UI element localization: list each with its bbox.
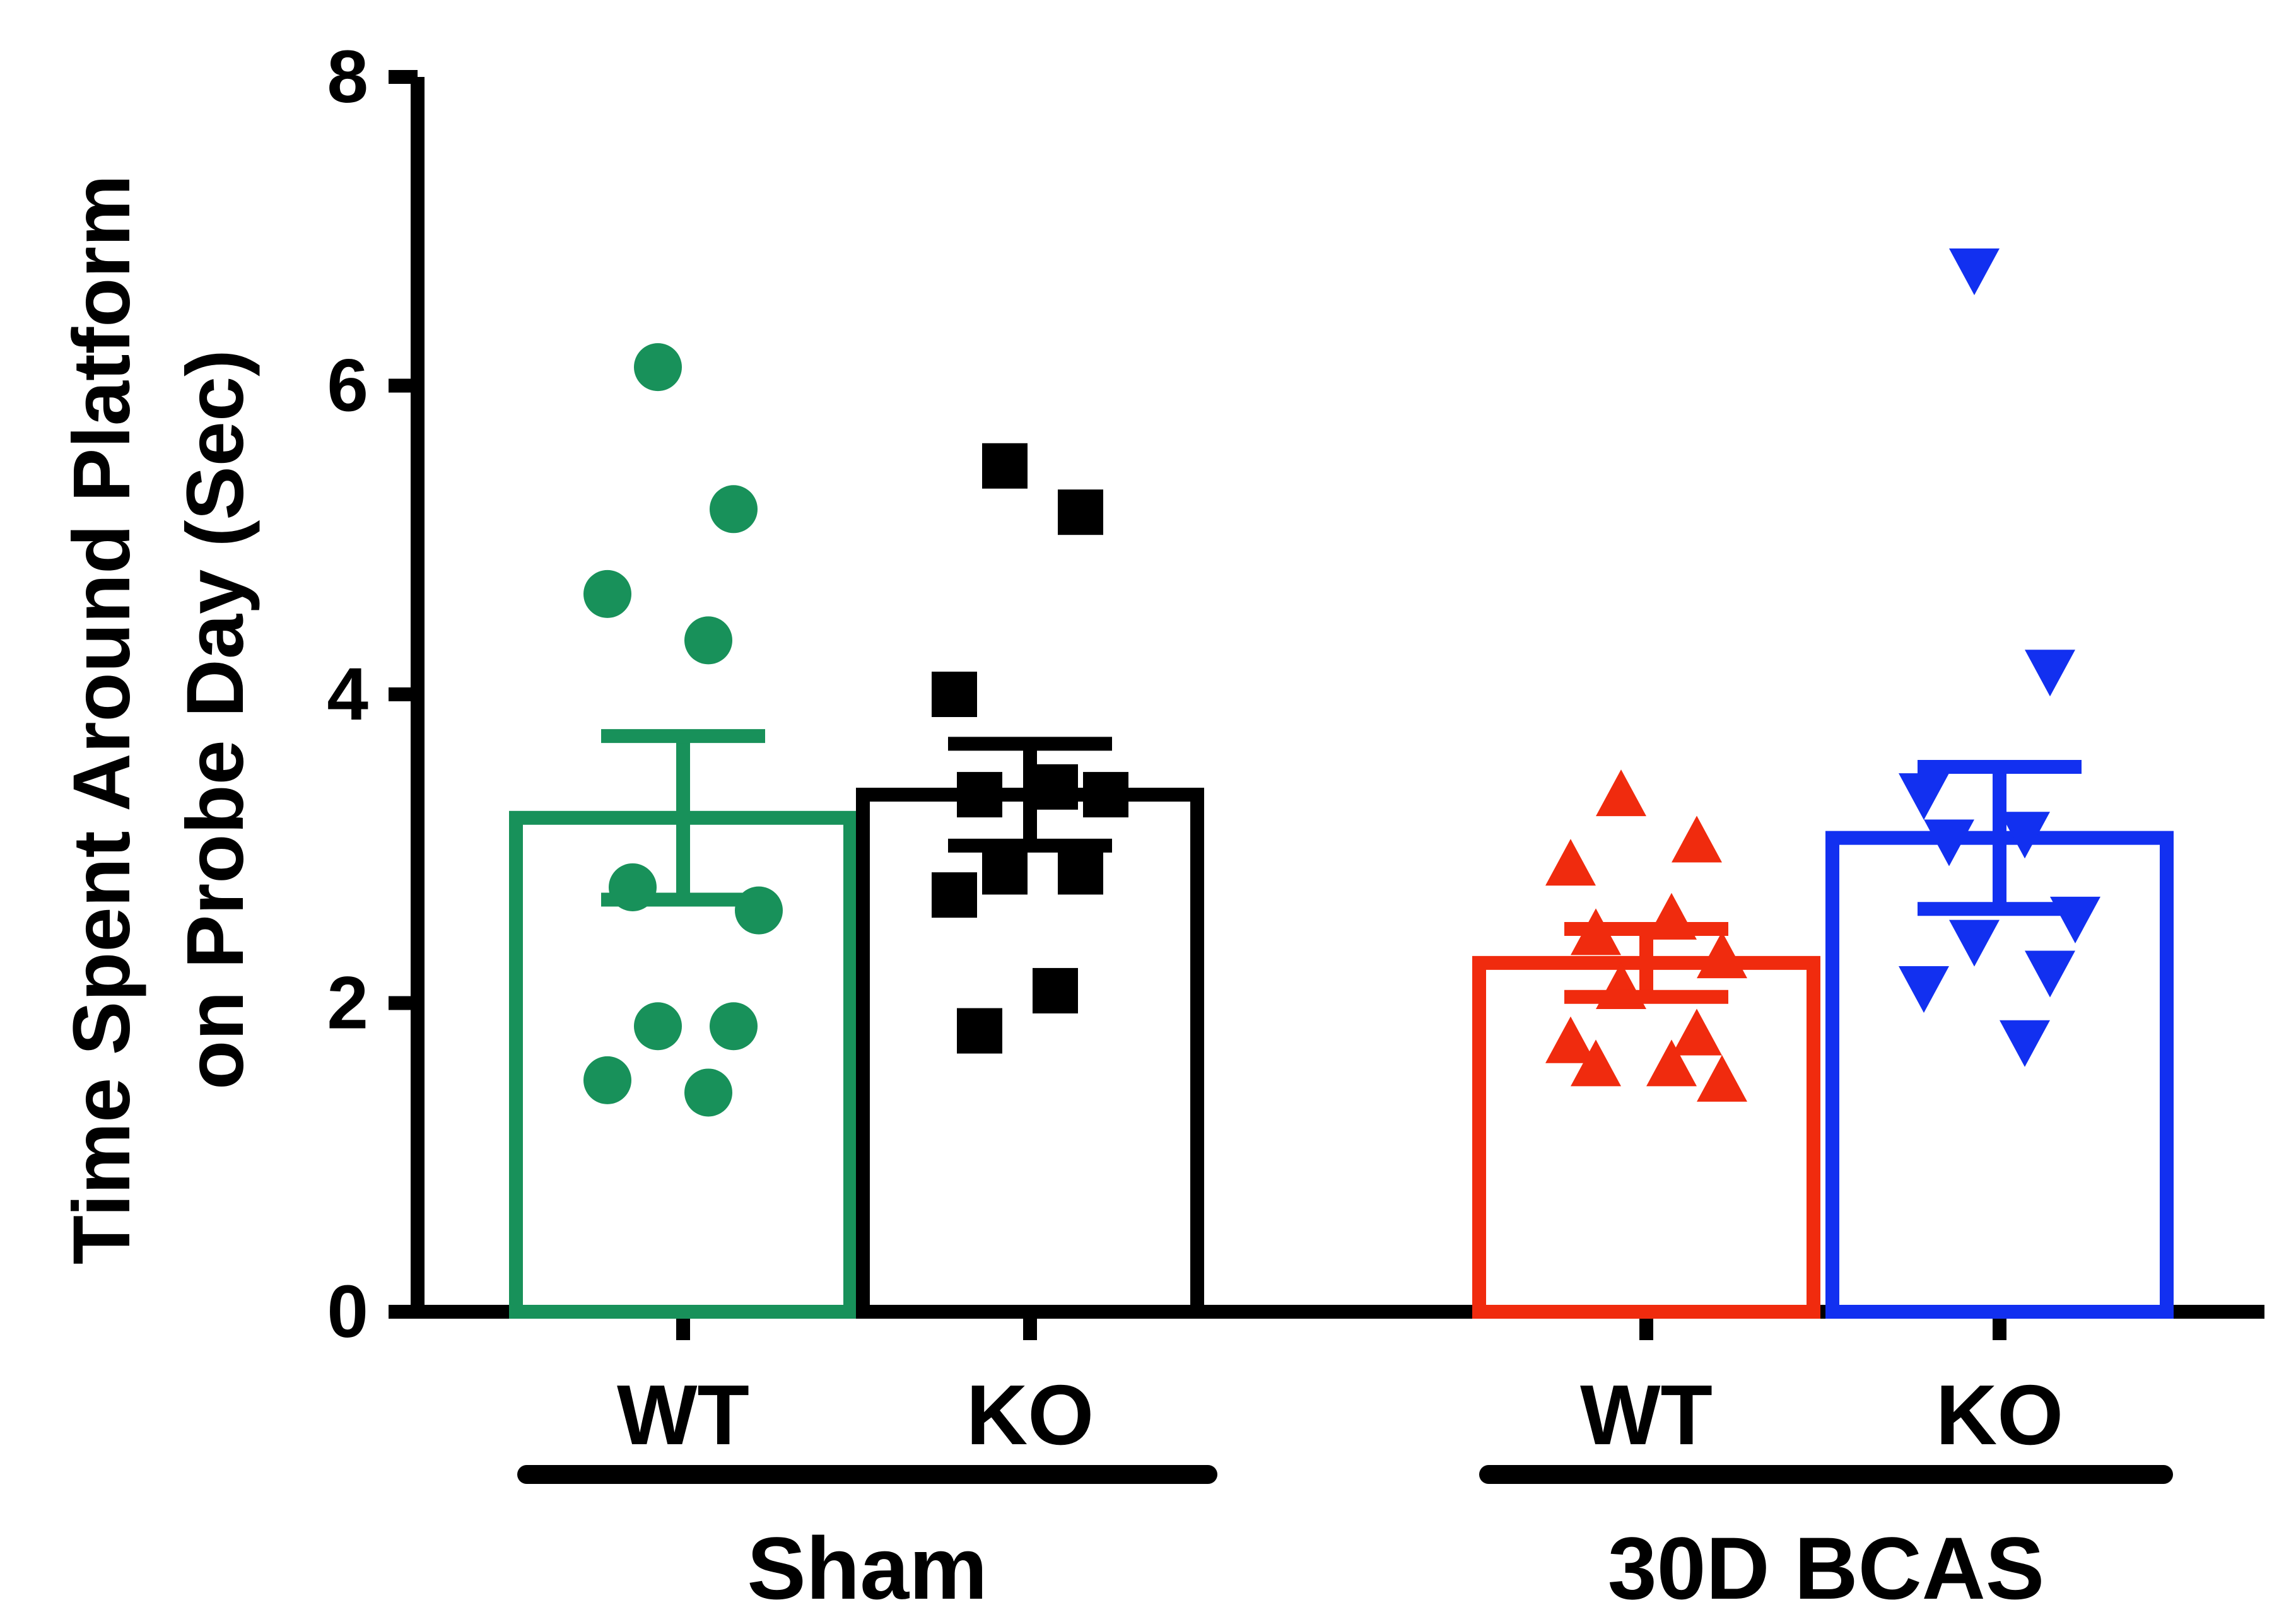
x-tick-label-sham-wt: WT: [617, 1367, 749, 1462]
point-sham-ko-9: [932, 872, 977, 918]
point-30d-bcas-ko-1: [1949, 248, 2000, 295]
point-sham-ko-2: [1058, 489, 1103, 535]
point-sham-ko-1: [982, 443, 1028, 489]
y-axis-label-line2: on Probe Day (Sec): [170, 349, 261, 1090]
point-sham-wt-3: [583, 569, 631, 618]
point-sham-wt-4: [684, 616, 732, 665]
point-30d-bcas-ko-3: [1899, 773, 1949, 820]
point-30d-bcas-ko-4: [2000, 812, 2050, 859]
group-label-2: 30D BCAS: [1608, 1519, 2044, 1614]
group-label-1: Sham: [747, 1519, 987, 1614]
x-tick-label-sham-ko: KO: [966, 1367, 1094, 1462]
point-30d-bcas-ko-2: [2025, 650, 2075, 697]
bar-sham-ko: [856, 788, 1204, 1319]
point-30d-bcas-wt-9: [1545, 1016, 1596, 1063]
point-sham-ko-11: [957, 1008, 1002, 1054]
point-30d-bcas-wt-11: [1571, 1039, 1621, 1087]
point-30d-bcas-wt-1: [1596, 769, 1646, 817]
point-30d-bcas-ko-9: [1899, 966, 1949, 1013]
point-sham-wt-1: [634, 343, 682, 392]
data-points: [583, 248, 2100, 1117]
y-tick-label-4: 4: [327, 653, 368, 736]
point-30d-bcas-ko-10: [2000, 1020, 2050, 1067]
point-sham-ko-6: [1083, 772, 1128, 818]
x-tick-label-30d-bcas-ko: KO: [1936, 1367, 2064, 1462]
point-sham-ko-4: [1033, 764, 1078, 810]
point-30d-bcas-wt-6: [1697, 931, 1747, 979]
y-tick-label-2: 2: [327, 962, 368, 1045]
point-sham-ko-8: [1058, 849, 1103, 895]
y-tick-label-6: 6: [327, 344, 368, 428]
point-sham-ko-3: [932, 672, 977, 717]
point-sham-wt-7: [634, 1002, 682, 1051]
point-30d-bcas-wt-12: [1697, 1054, 1747, 1102]
point-sham-wt-10: [684, 1068, 732, 1117]
point-30d-bcas-wt-3: [1545, 839, 1596, 886]
point-30d-bcas-ko-7: [1949, 919, 2000, 967]
y-tick-label-0: 0: [327, 1270, 368, 1353]
bar-30d-bcas-wt: [1472, 955, 1820, 1319]
point-30d-bcas-ko-5: [1924, 819, 1974, 867]
point-30d-bcas-ko-8: [2025, 950, 2075, 998]
point-sham-wt-9: [583, 1056, 631, 1104]
point-30d-bcas-wt-10: [1646, 1039, 1697, 1087]
bars: [509, 788, 2174, 1319]
point-30d-bcas-wt-2: [1672, 815, 1722, 863]
error-bars: [601, 729, 2082, 1004]
point-30d-bcas-wt-8: [1672, 1008, 1722, 1056]
point-sham-wt-2: [710, 485, 758, 534]
point-sham-ko-10: [1033, 967, 1078, 1013]
y-axis-label-line1: Time Spent Around Platform: [57, 175, 147, 1264]
x-tick-label-30d-bcas-wt: WT: [1580, 1367, 1713, 1462]
point-sham-ko-7: [982, 849, 1028, 895]
labels: Time Spent Around Platform on Probe Day …: [57, 175, 261, 1264]
point-sham-wt-8: [710, 1002, 758, 1051]
point-sham-ko-5: [957, 772, 1002, 818]
y-tick-label-8: 8: [327, 35, 368, 119]
